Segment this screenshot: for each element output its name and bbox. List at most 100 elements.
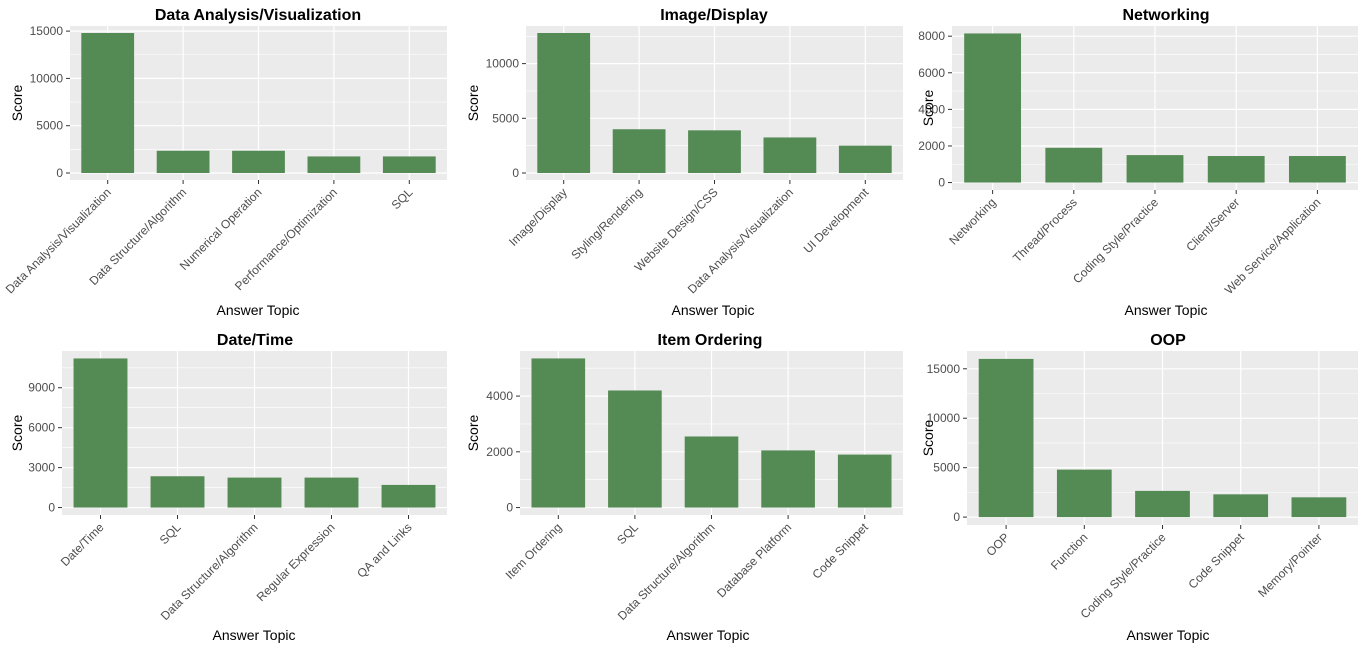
y-axis-label: Score: [465, 85, 481, 122]
bar: [232, 150, 285, 173]
y-tick-label: 9000: [28, 381, 55, 395]
chart-title: Image/Display: [660, 7, 768, 24]
y-tick-label: 0: [56, 166, 63, 180]
bar: [1291, 497, 1347, 518]
y-tick-label: 3000: [28, 461, 55, 475]
y-tick-label: 6000: [918, 66, 945, 80]
x-tick-label: Image/Display: [506, 185, 570, 249]
y-tick-label: 5000: [492, 111, 519, 125]
chart-title: Date/Time: [217, 332, 293, 349]
y-tick-label: 10000: [927, 411, 961, 425]
x-tick-label: SQL: [389, 185, 416, 212]
y-tick-label: 6000: [28, 421, 55, 435]
x-tick-label: Regular Expression: [254, 520, 338, 604]
chart-title: OOP: [1150, 332, 1186, 349]
chart-panel-1: 0 5000 10000 15000 Data Analysis/Visualizati…: [3, 7, 447, 318]
bar: [612, 129, 666, 173]
bar: [1056, 469, 1112, 518]
x-axis-label: Answer Topic: [1124, 302, 1207, 318]
x-tick-label: Database Platform: [714, 520, 794, 600]
bar: [381, 484, 436, 508]
x-tick-label: Coding Style/Practice: [1078, 530, 1169, 621]
x-tick-label: Date/Time: [58, 520, 107, 569]
y-tick-label: 8000: [918, 29, 945, 43]
x-tick-label: Thread/Process: [1010, 195, 1080, 265]
bar: [81, 33, 135, 173]
y-tick-label: 15000: [30, 24, 64, 38]
x-tick-label: UI Development: [801, 185, 872, 256]
bar: [763, 137, 817, 173]
bar: [1213, 494, 1269, 518]
bar: [608, 390, 662, 508]
chart-title: Networking: [1122, 7, 1209, 24]
bar: [761, 450, 815, 508]
bar: [156, 150, 210, 173]
bar: [382, 156, 436, 173]
bar: [978, 358, 1034, 518]
x-axis-label: Answer Topic: [666, 627, 749, 643]
bar: [688, 130, 741, 173]
chart-title: Data Analysis/Visualization: [155, 7, 361, 24]
y-axis-label: Score: [920, 420, 936, 457]
bar: [537, 33, 591, 173]
bar: [307, 156, 361, 173]
y-tick-label: 5000: [36, 119, 63, 133]
x-axis-label: Answer Topic: [671, 302, 754, 318]
bar: [150, 476, 205, 508]
y-tick-label: 15000: [927, 362, 961, 376]
x-tick-label: Memory/Pointer: [1255, 530, 1325, 600]
x-tick-label: QA and Links: [354, 520, 414, 580]
bar: [1207, 156, 1265, 183]
y-axis-label: Score: [465, 415, 481, 452]
x-tick-label: Website Design/CSS: [632, 185, 721, 274]
y-tick-label: 2000: [486, 445, 513, 459]
y-tick-label: 0: [48, 501, 55, 515]
y-axis-label: Score: [920, 90, 936, 127]
x-tick-label: Client/Server: [1183, 195, 1242, 254]
y-axis-label: Score: [9, 415, 25, 452]
x-tick-label: Coding Style/Practice: [1070, 195, 1161, 286]
y-tick-label: 0: [512, 166, 519, 180]
y-tick-label: 10000: [30, 71, 64, 85]
x-tick-label: Function: [1048, 530, 1090, 572]
bar: [837, 454, 892, 508]
x-axis-label: Answer Topic: [216, 302, 299, 318]
chart-panel-2: 0500010000Image/DisplayStyling/Rendering…: [465, 7, 903, 318]
y-tick-label: 4000: [918, 102, 945, 116]
y-tick-label: 0: [953, 510, 960, 524]
bar: [1135, 490, 1190, 518]
x-tick-label: Item Ordering: [503, 520, 565, 582]
x-tick-label: Web Service/Application: [1222, 195, 1324, 297]
y-axis-label: Score: [9, 85, 25, 122]
bar: [531, 358, 586, 508]
x-tick-label: Networking: [946, 195, 998, 247]
x-tick-label: SQL: [614, 520, 641, 547]
y-tick-label: 0: [506, 501, 513, 515]
bar: [1045, 147, 1103, 183]
y-tick-label: 5000: [933, 461, 960, 475]
bar: [964, 33, 1022, 183]
x-axis-label: Answer Topic: [1126, 627, 1209, 643]
y-tick-label: 0: [938, 176, 945, 190]
x-axis-label: Answer Topic: [212, 627, 295, 643]
bar: [73, 358, 128, 508]
y-tick-label: 4000: [486, 389, 513, 403]
bar: [684, 436, 739, 508]
bar: [304, 477, 359, 508]
chart-title: Item Ordering: [658, 332, 763, 349]
x-tick-label: SQL: [157, 520, 184, 547]
x-tick-label: Styling/Rendering: [568, 185, 645, 262]
y-tick-label: 2000: [918, 139, 945, 153]
bar: [227, 477, 282, 508]
bar: [1126, 155, 1184, 183]
y-tick-label: 10000: [486, 57, 520, 71]
x-tick-label: OOP: [983, 530, 1012, 559]
x-tick-label: Code Snippet: [1185, 530, 1247, 592]
bar: [838, 145, 892, 173]
